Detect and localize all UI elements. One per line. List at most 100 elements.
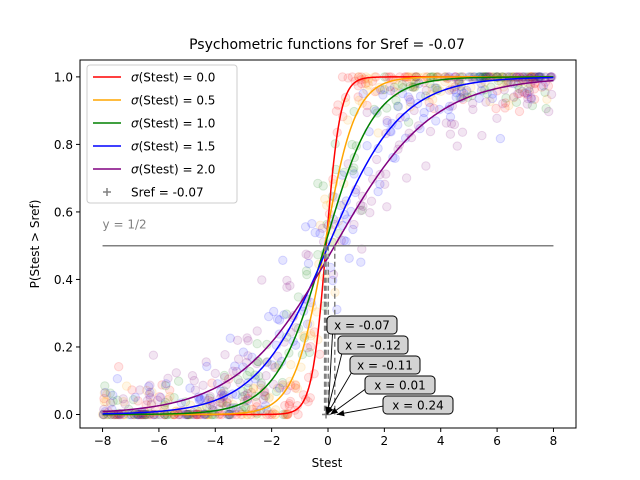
scatter-point <box>108 396 118 407</box>
scatter-point <box>400 133 411 143</box>
x-tick-label: −6 <box>150 434 168 448</box>
scatter-point <box>282 282 292 292</box>
scatter-point <box>393 80 403 91</box>
scatter-point <box>544 106 554 117</box>
scatter-point <box>542 94 552 105</box>
scatter-point <box>347 72 357 82</box>
scatter-point <box>207 378 217 388</box>
scatter-point <box>487 89 498 99</box>
scatter-point <box>133 396 143 406</box>
scatter-point <box>363 166 374 177</box>
scatter-point <box>401 173 412 183</box>
scatter-point <box>301 266 312 276</box>
scatter-point <box>163 373 173 383</box>
scatter-point <box>248 383 259 393</box>
scatter-point <box>242 333 252 343</box>
scatter-point <box>498 99 508 109</box>
scatter-point <box>357 205 367 215</box>
scatter-point <box>232 335 243 345</box>
legend-entry-4: σ(Stest) = 2.0 <box>93 163 215 177</box>
scatter-point <box>237 392 248 402</box>
scatter-point <box>185 383 195 393</box>
scatter-point <box>108 390 118 400</box>
scatter-point <box>452 141 462 151</box>
scatter-point <box>169 393 179 403</box>
annotation-0: x = -0.07 <box>325 315 398 415</box>
scatter-point <box>382 103 392 113</box>
scatter-point <box>523 83 534 94</box>
scatter-point <box>118 394 128 404</box>
scatter-point <box>477 130 487 141</box>
scatter-point <box>171 368 182 378</box>
scatter-point <box>451 88 461 98</box>
axes-layer: −8 −6 −4 −2 0 2 4 6 8 0.0 0.2 0.4 0.6 0.8 1.0 <box>54 70 557 448</box>
scatter-point <box>347 139 357 150</box>
scatter-point <box>238 386 248 397</box>
scatter-point <box>246 387 257 398</box>
legend-entry-2: σ(Stest) = 1.0 <box>93 117 215 131</box>
scatter-point <box>353 81 363 91</box>
scatter-point <box>524 86 535 97</box>
scatter-point <box>245 366 255 377</box>
scatter-point <box>228 366 238 376</box>
scatter-point <box>292 384 302 394</box>
scatter-point <box>373 128 383 138</box>
scatter-point <box>394 140 405 150</box>
scatter-point <box>127 385 137 395</box>
scatter-point <box>198 380 208 390</box>
scatter-point <box>242 388 253 399</box>
scatter-point <box>385 86 396 96</box>
scatter-point <box>522 88 532 98</box>
scatter-point <box>105 388 116 398</box>
scatter-point <box>173 376 184 386</box>
scatter-point <box>243 336 253 346</box>
scatter-point <box>441 118 451 128</box>
scatter-point <box>293 409 303 420</box>
x-tick-label: 0 <box>324 434 332 448</box>
scatter-point <box>449 119 460 130</box>
scatter-point <box>457 127 468 137</box>
scatter-point <box>252 358 262 369</box>
annotation-arrow <box>336 404 390 415</box>
scatter-point <box>424 97 434 108</box>
scatter-point <box>286 360 296 370</box>
legend: σ(Stest) = 0.0 σ(Stest) = 0.5 σ(Stest) = 1… <box>86 64 238 204</box>
scatter-point <box>290 379 301 390</box>
scatter-point <box>517 86 528 97</box>
legend-box <box>86 64 238 204</box>
scatter-point <box>279 310 289 320</box>
x-tick-label: −8 <box>94 434 112 448</box>
scatter-point <box>373 186 383 197</box>
scatter-point <box>429 103 439 114</box>
scatter-point <box>356 257 366 267</box>
annotation-label: x = 0.01 <box>374 379 426 393</box>
scatter-point <box>406 132 417 143</box>
scatter-point <box>105 398 116 408</box>
legend-sref-marker <box>103 188 111 196</box>
scatter-point <box>205 391 215 402</box>
annotation-box <box>364 375 436 395</box>
scatter-point <box>421 85 431 96</box>
scatter-point <box>157 380 167 390</box>
scatter-point <box>481 97 491 107</box>
scatter-point <box>337 72 348 82</box>
scatter-point <box>462 85 472 96</box>
scatter-point <box>100 387 110 398</box>
scatter-point <box>468 104 478 115</box>
scatter-point <box>135 385 145 395</box>
scatter-point <box>301 249 311 259</box>
scatter-point <box>313 178 323 189</box>
scatter-point <box>405 94 415 105</box>
scatter-point <box>362 100 372 111</box>
legend-entry-3: σ(Stest) = 1.5 <box>93 140 215 154</box>
scatter-point <box>349 219 359 230</box>
legend-label: σ(Stest) = 1.5 <box>131 140 215 154</box>
scatter-point <box>269 306 279 317</box>
scatter-point <box>153 395 163 405</box>
scatter-point <box>114 362 124 372</box>
scatter-point <box>160 381 171 391</box>
y-tick-label: 0.6 <box>54 205 73 219</box>
scatter-point <box>307 219 317 229</box>
scatter-point <box>256 378 266 388</box>
scatter-point <box>284 400 294 411</box>
